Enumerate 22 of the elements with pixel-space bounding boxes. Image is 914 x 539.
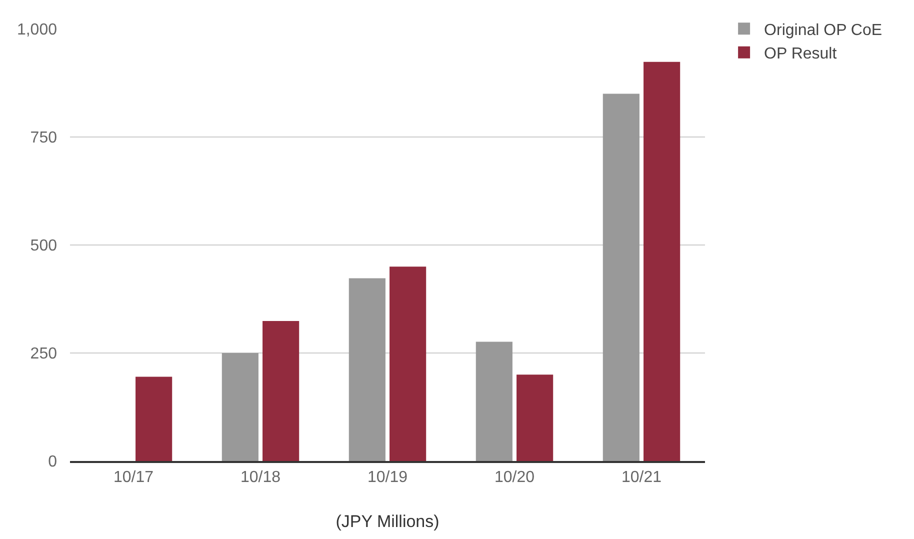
y-tick-label: 250 bbox=[30, 346, 58, 363]
legend-label: Original OP CoE bbox=[764, 22, 882, 39]
bar bbox=[476, 342, 512, 461]
x-tick-label: 10/20 bbox=[494, 468, 535, 486]
x-axis-title: (JPY Millions) bbox=[336, 512, 440, 531]
y-tick-label: 1,000 bbox=[16, 22, 58, 39]
bar bbox=[136, 376, 172, 461]
x-tick-label: 10/18 bbox=[240, 468, 281, 486]
y-tick-label: 500 bbox=[30, 238, 58, 255]
y-tick-label: 0 bbox=[48, 454, 58, 471]
bar bbox=[516, 374, 554, 461]
bar bbox=[602, 94, 640, 461]
y-tick-label: 750 bbox=[30, 130, 58, 147]
bar bbox=[390, 266, 426, 461]
x-tick-label: 10/17 bbox=[113, 468, 154, 486]
legend-label: OP Result bbox=[764, 46, 838, 63]
bar bbox=[262, 321, 300, 461]
x-tick-label: 10/21 bbox=[621, 468, 662, 486]
x-tick-label: 10/19 bbox=[367, 468, 408, 486]
bar bbox=[222, 353, 258, 461]
bar bbox=[644, 62, 680, 461]
bar bbox=[348, 278, 386, 461]
